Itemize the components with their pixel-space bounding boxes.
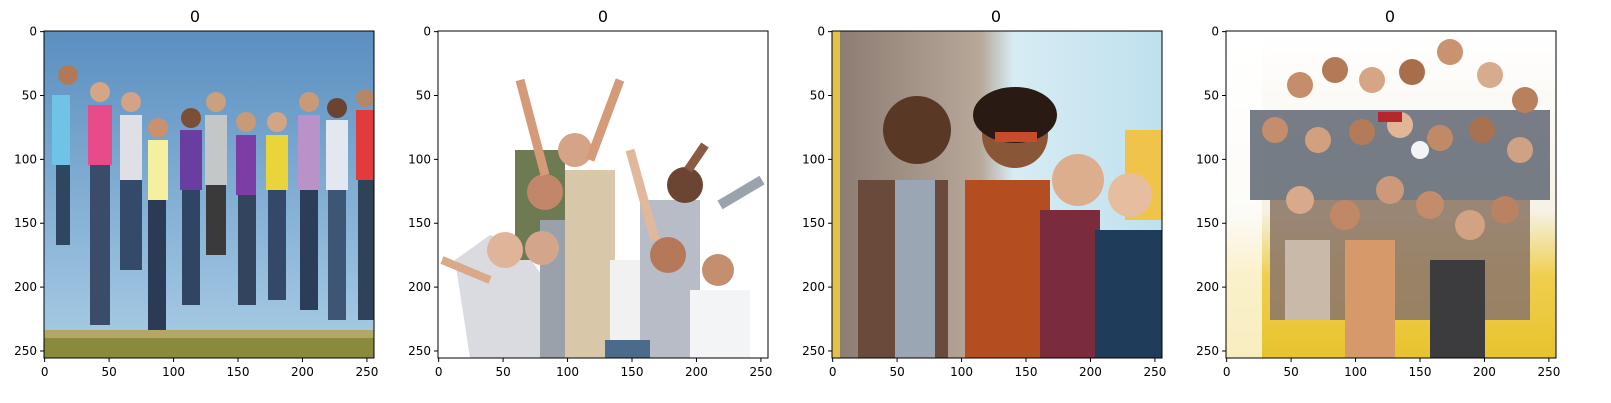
x-axis-ticks-2: 0 50 100 150 200 250 [435, 358, 772, 379]
x-tick-label: 50 [495, 365, 510, 379]
x-tick-label: 250 [749, 365, 772, 379]
x-tick-label: 200 [1473, 365, 1496, 379]
y-tick-label: 50 [1204, 89, 1219, 103]
x-tick-label: 100 [162, 365, 185, 379]
image-panel-4: 0 [1196, 7, 1560, 379]
x-tick-label: 100 [1344, 365, 1367, 379]
y-tick-label: 100 [14, 152, 37, 166]
x-tick-label: 0 [1223, 365, 1231, 379]
y-tick-label: 250 [14, 344, 37, 358]
x-tick-label: 100 [556, 365, 579, 379]
y-tick-label: 0 [29, 25, 37, 39]
panel-title-3: 0 [991, 7, 1001, 26]
x-tick-label: 200 [291, 365, 314, 379]
y-axis-ticks-4: 0 50 100 150 200 250 [1196, 25, 1226, 358]
y-tick-label: 50 [810, 89, 825, 103]
y-tick-label: 50 [22, 89, 37, 103]
x-axis-ticks-3: 0 50 100 150 200 250 [829, 358, 1166, 379]
y-tick-label: 150 [14, 216, 37, 230]
x-tick-label: 50 [101, 365, 116, 379]
y-tick-label: 150 [1196, 216, 1219, 230]
photo-cheering-group [438, 31, 768, 358]
x-tick-label: 0 [435, 365, 443, 379]
x-tick-label: 200 [1079, 365, 1102, 379]
photo-friends-laughing [832, 31, 1162, 358]
panel-title-2: 0 [598, 7, 608, 26]
y-tick-label: 250 [802, 344, 825, 358]
y-tick-label: 150 [802, 216, 825, 230]
x-tick-label: 250 [1537, 365, 1560, 379]
y-tick-label: 250 [408, 344, 431, 358]
x-axis-ticks-4: 0 50 100 150 200 250 [1223, 358, 1560, 379]
image-panel-3: 0 0 50 100 150 200 250 0 50 100 150 200 250 [802, 7, 1166, 379]
y-tick-label: 100 [408, 152, 431, 166]
x-tick-label: 50 [1283, 365, 1298, 379]
x-tick-label: 0 [829, 365, 837, 379]
y-tick-label: 250 [1196, 344, 1219, 358]
panel-title-4: 0 [1385, 7, 1395, 26]
x-tick-label: 250 [355, 365, 378, 379]
image-panel-1: 0 [14, 7, 378, 379]
y-axis-ticks-2: 0 50 100 150 200 250 [408, 25, 438, 358]
panel-title-1: 0 [190, 7, 200, 26]
x-tick-label: 250 [1143, 365, 1166, 379]
x-tick-label: 150 [227, 365, 250, 379]
y-tick-label: 200 [1196, 280, 1219, 294]
x-tick-label: 50 [889, 365, 904, 379]
y-tick-label: 50 [416, 89, 431, 103]
x-tick-label: 200 [685, 365, 708, 379]
photo-diverse-crowd [1226, 31, 1556, 358]
y-tick-label: 0 [1211, 25, 1219, 39]
x-tick-label: 150 [621, 365, 644, 379]
x-tick-label: 150 [1015, 365, 1038, 379]
x-tick-label: 150 [1409, 365, 1432, 379]
y-tick-label: 200 [802, 280, 825, 294]
x-axis-ticks-1: 0 50 100 150 200 250 [41, 358, 378, 379]
photo-crowd-jumping [44, 31, 374, 358]
y-tick-label: 100 [802, 152, 825, 166]
y-tick-label: 100 [1196, 152, 1219, 166]
y-axis-ticks-1: 0 50 100 150 200 250 [14, 25, 44, 358]
y-tick-label: 0 [423, 25, 431, 39]
y-tick-label: 200 [14, 280, 37, 294]
y-tick-label: 200 [408, 280, 431, 294]
y-axis-ticks-3: 0 50 100 150 200 250 [802, 25, 832, 358]
y-tick-label: 150 [408, 216, 431, 230]
x-tick-label: 0 [41, 365, 49, 379]
x-tick-label: 100 [950, 365, 973, 379]
y-tick-label: 0 [817, 25, 825, 39]
